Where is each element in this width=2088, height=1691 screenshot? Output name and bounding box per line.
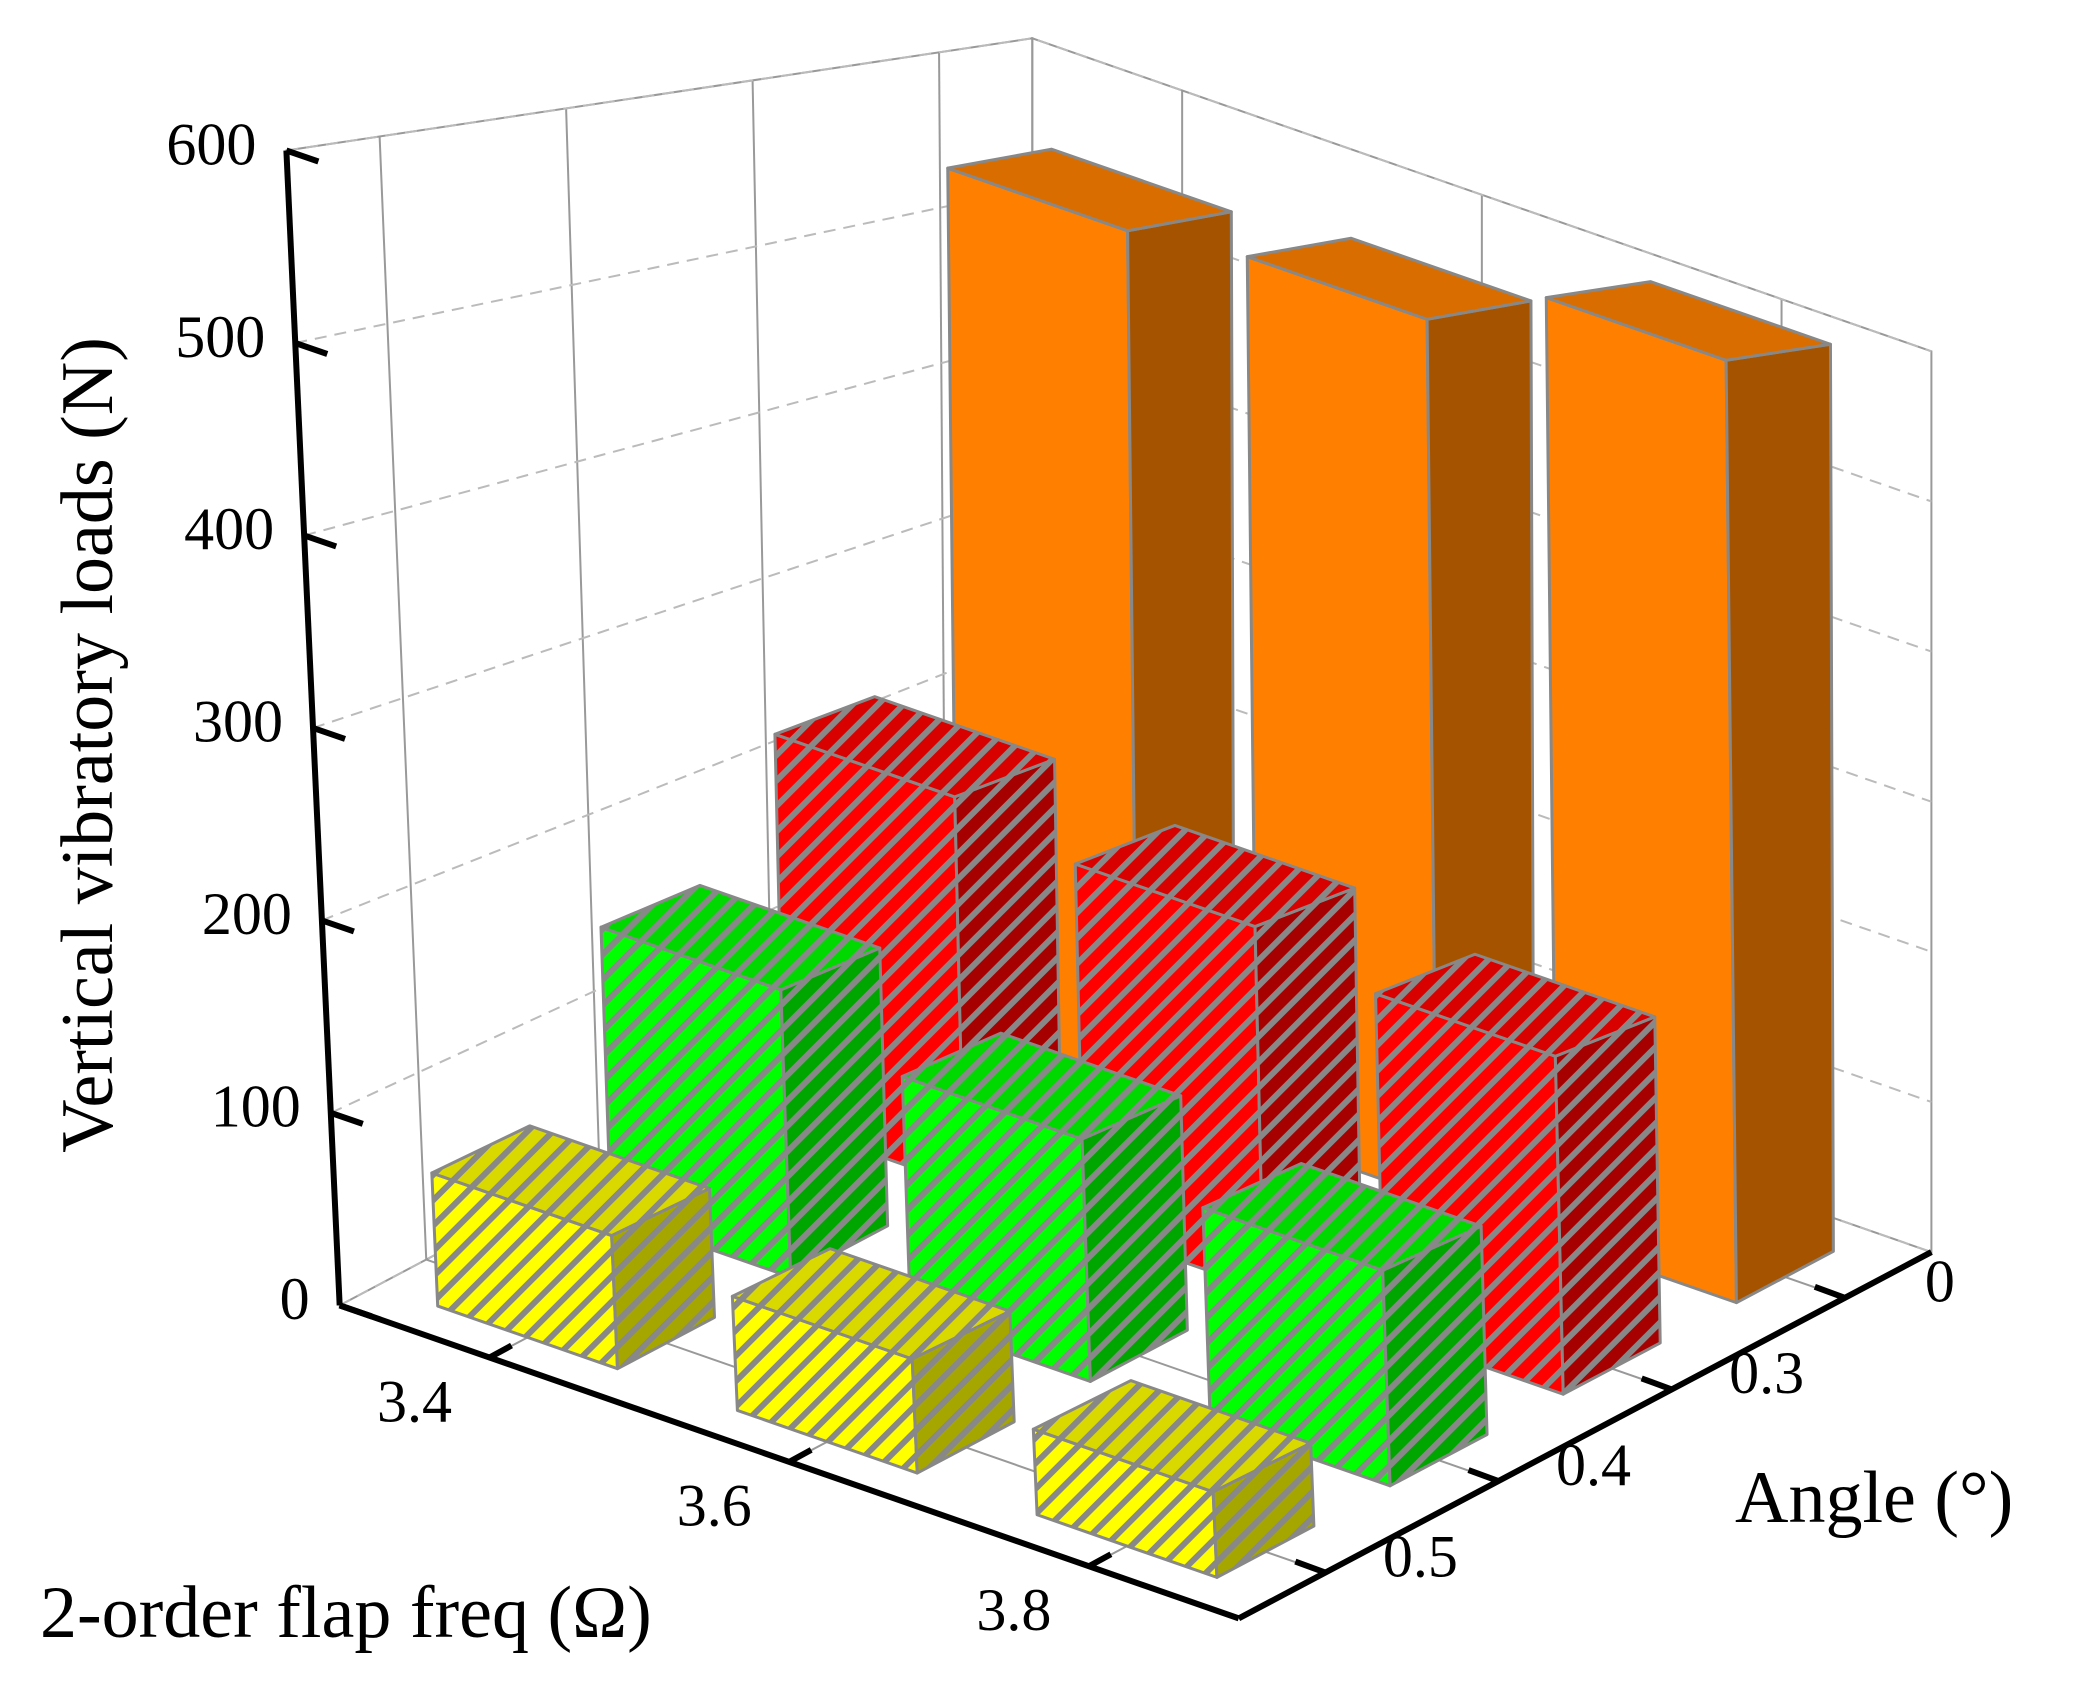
bar-side bbox=[1080, 1094, 1189, 1383]
bar-side bbox=[1553, 1015, 1662, 1396]
x-tick-label: 3.8 bbox=[976, 1577, 1051, 1643]
y-axis bbox=[283, 150, 343, 1306]
x-tick-label: 3.6 bbox=[677, 1473, 752, 1539]
z-tick bbox=[1294, 1558, 1327, 1576]
y-tick bbox=[329, 1110, 364, 1127]
y-tick bbox=[303, 532, 338, 550]
z-axis-title: Angle (°) bbox=[1735, 1457, 2013, 1539]
z-tick-label: 0.5 bbox=[1383, 1523, 1458, 1589]
z-tick-label: 0.3 bbox=[1729, 1340, 1804, 1406]
bar bbox=[730, 1247, 1016, 1475]
bar-top bbox=[1245, 236, 1533, 321]
x-tick-label: 3.4 bbox=[377, 1368, 452, 1434]
bar-side bbox=[779, 946, 890, 1279]
y-axis-title: Vertical vibratory loads (N) bbox=[47, 337, 129, 1153]
bar-top bbox=[946, 147, 1233, 233]
bar-top bbox=[1201, 1162, 1483, 1272]
bar bbox=[430, 1124, 716, 1371]
bar-top bbox=[1374, 952, 1657, 1058]
z-axis bbox=[1237, 1249, 1933, 1622]
x-tick bbox=[1087, 1551, 1113, 1569]
y-tick-label: 400 bbox=[184, 496, 274, 562]
bar-top bbox=[773, 695, 1057, 799]
bar-side bbox=[1381, 1224, 1489, 1488]
x-tick bbox=[787, 1447, 813, 1465]
grid-line bbox=[286, 37, 1932, 353]
bar-top bbox=[430, 1124, 711, 1238]
y-tick bbox=[312, 725, 346, 742]
bar-top bbox=[599, 883, 882, 992]
bar-top bbox=[730, 1247, 1012, 1361]
y-tick bbox=[285, 147, 320, 165]
wall-grid-line bbox=[378, 136, 428, 1260]
y-tick-label: 600 bbox=[166, 111, 256, 177]
z-tick bbox=[1813, 1284, 1846, 1301]
y-tick bbox=[294, 340, 329, 357]
bar-top bbox=[1073, 823, 1357, 929]
bar-top bbox=[900, 1031, 1183, 1141]
bar bbox=[1031, 1379, 1316, 1579]
y-tick-label: 500 bbox=[175, 304, 265, 370]
y-tick-label: 300 bbox=[193, 689, 283, 755]
bar-top bbox=[1031, 1379, 1313, 1494]
bar bbox=[1201, 1162, 1489, 1488]
x-tick bbox=[488, 1342, 513, 1361]
bar-top bbox=[1544, 280, 1832, 362]
x-axis-title: 2-order flap freq (Ω) bbox=[40, 1572, 652, 1654]
z-tick bbox=[1640, 1375, 1673, 1393]
z-tick-label: 0 bbox=[1925, 1249, 1955, 1315]
y-tick-label: 0 bbox=[280, 1266, 310, 1332]
z-tick bbox=[1467, 1467, 1500, 1484]
y-tick bbox=[320, 917, 355, 935]
bar bbox=[599, 883, 890, 1279]
bar-side bbox=[1724, 342, 1835, 1305]
y-tick-label: 200 bbox=[202, 881, 292, 947]
z-tick-label: 0.4 bbox=[1556, 1432, 1631, 1498]
y-tick-label: 100 bbox=[211, 1074, 301, 1140]
